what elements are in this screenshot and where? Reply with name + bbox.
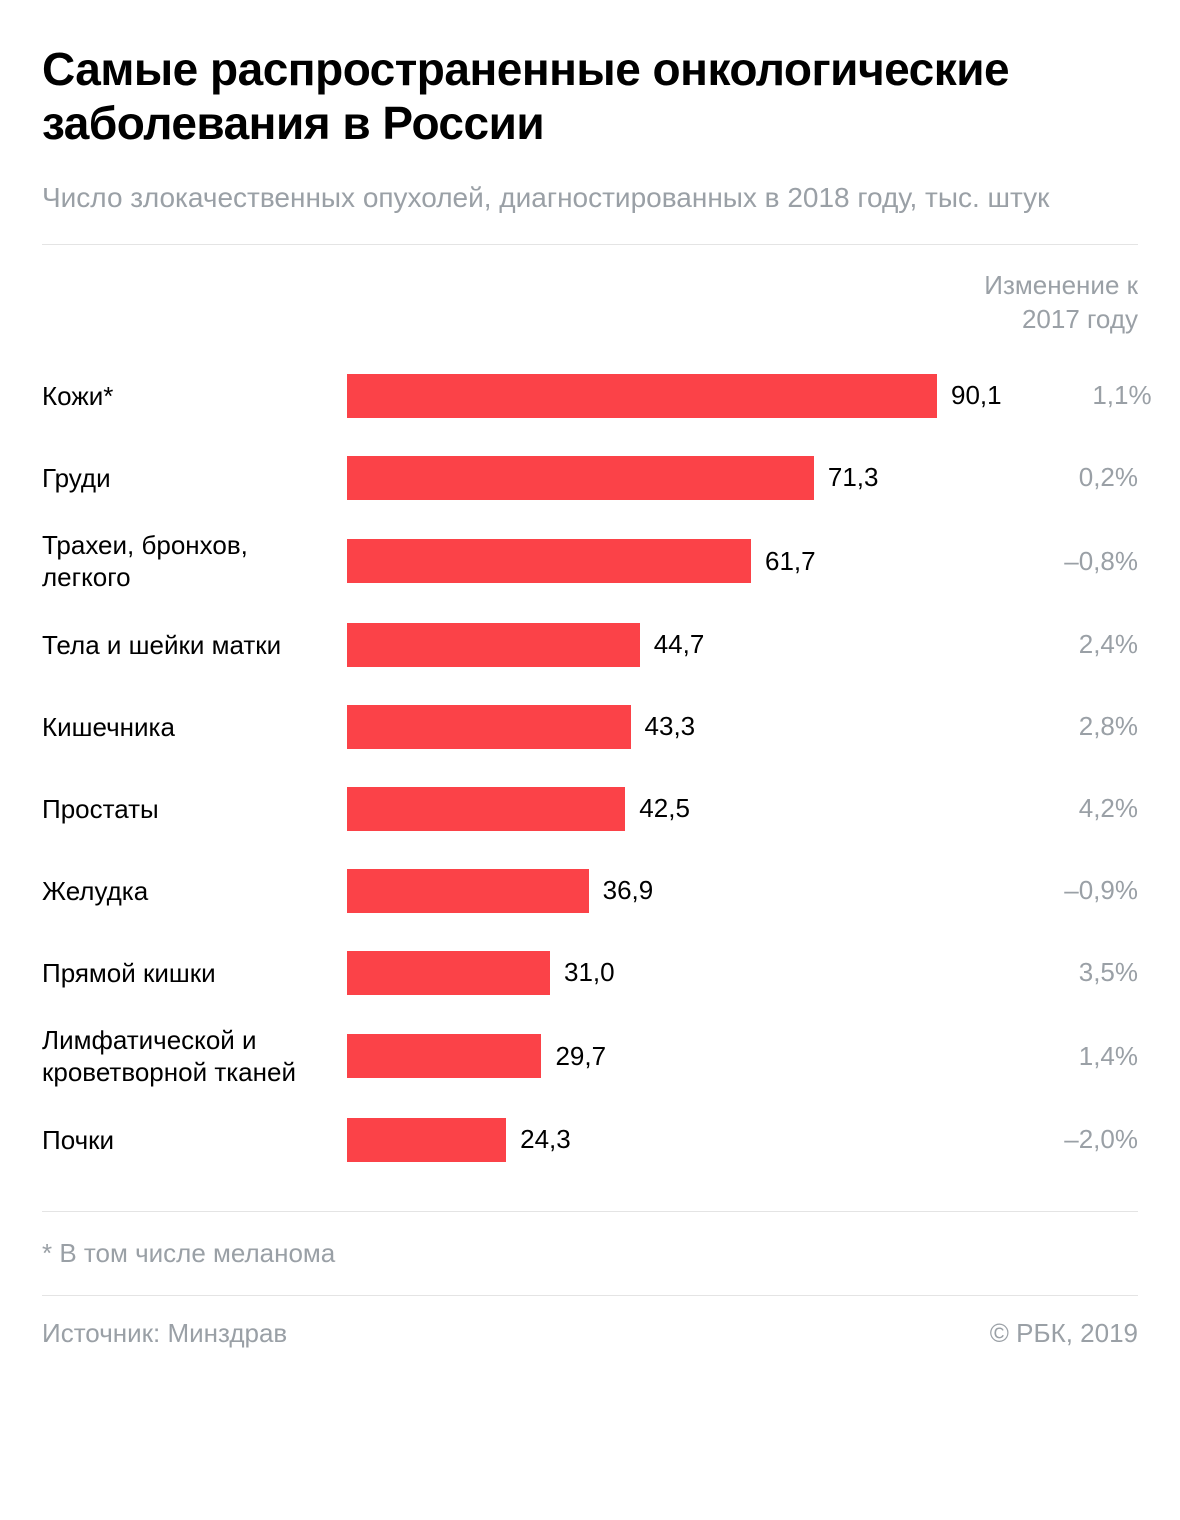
page-subtitle: Число злокачественных опухолей, диагност… (42, 179, 1138, 217)
bar-value: 36,9 (603, 875, 654, 906)
chart-row: Тела и шейки матки 44,7 2,4% (42, 604, 1138, 686)
copyright-text: © РБК, 2019 (990, 1318, 1138, 1349)
chart-row: Прямой кишки 31,0 3,5% (42, 932, 1138, 1014)
bar-area: 43,3 (347, 705, 988, 749)
change-value: 1,1% (1002, 380, 1152, 411)
bar (347, 456, 814, 500)
bar-value: 71,3 (828, 462, 879, 493)
bar (347, 1118, 506, 1162)
bar-area: 44,7 (347, 623, 988, 667)
row-label: Простаты (42, 793, 347, 826)
row-label: Трахеи, бронхов, легкого (42, 529, 347, 594)
bar-value: 90,1 (951, 380, 1002, 411)
bar-value: 44,7 (654, 629, 705, 660)
footer: Источник: Минздрав © РБК, 2019 (42, 1296, 1138, 1349)
change-value: –2,0% (988, 1124, 1138, 1155)
bar (347, 539, 751, 583)
change-value: –0,9% (988, 875, 1138, 906)
footnote: * В том числе меланома (42, 1212, 1138, 1295)
bar (347, 1034, 541, 1078)
change-value: 1,4% (988, 1041, 1138, 1072)
bar-value: 24,3 (520, 1124, 571, 1155)
bar-area: 36,9 (347, 869, 988, 913)
bar-area: 71,3 (347, 456, 988, 500)
row-label: Желудка (42, 875, 347, 908)
bar (347, 869, 589, 913)
chart-row: Трахеи, бронхов, легкого 61,7 –0,8% (42, 519, 1138, 604)
bar-area: 42,5 (347, 787, 988, 831)
row-label: Груди (42, 462, 347, 495)
change-value: 3,5% (988, 957, 1138, 988)
bar-value: 61,7 (765, 546, 816, 577)
change-value: 2,8% (988, 711, 1138, 742)
row-label: Почки (42, 1124, 347, 1157)
source-text: Источник: Минздрав (42, 1318, 287, 1349)
bar-value: 29,7 (555, 1041, 606, 1072)
change-value: 4,2% (988, 793, 1138, 824)
change-header: Изменение к 2017 году (948, 269, 1138, 337)
row-label: Кожи* (42, 380, 347, 413)
row-label: Кишечника (42, 711, 347, 744)
chart-row: Лимфатической и кроветворной тканей 29,7 1… (42, 1014, 1138, 1099)
change-value: –0,8% (988, 546, 1138, 577)
bar (347, 374, 937, 418)
row-label: Лимфатической и кроветворной тканей (42, 1024, 347, 1089)
bar (347, 787, 625, 831)
bar-area: 24,3 (347, 1118, 988, 1162)
row-label: Тела и шейки матки (42, 629, 347, 662)
change-value: 0,2% (988, 462, 1138, 493)
bar-value: 42,5 (639, 793, 690, 824)
change-value: 2,4% (988, 629, 1138, 660)
page-title: Самые распространенные онкологические за… (42, 42, 1138, 151)
bar-chart: Кожи*90,11,1%Груди71,30,2%Трахеи, бронхо… (42, 355, 1138, 1211)
chart-row: Кишечника 43,3 2,8% (42, 686, 1138, 768)
bar (347, 951, 550, 995)
chart-row: Кожи*90,11,1% (42, 355, 1138, 437)
bar-area: 61,7 (347, 539, 988, 583)
chart-row: Почки 24,3 –2,0% (42, 1099, 1138, 1181)
chart-row: Груди 71,3 0,2% (42, 437, 1138, 519)
bar (347, 623, 640, 667)
bar-area: 29,7 (347, 1034, 988, 1078)
row-label: Прямой кишки (42, 957, 347, 990)
chart-row: Простаты 42,5 4,2% (42, 768, 1138, 850)
change-header-row: Изменение к 2017 году (42, 245, 1138, 355)
bar-value: 31,0 (564, 957, 615, 988)
chart-row: Желудка 36,9 –0,9% (42, 850, 1138, 932)
bar-area: 90,1 (347, 374, 1002, 418)
bar-area: 31,0 (347, 951, 988, 995)
bar (347, 705, 631, 749)
bar-value: 43,3 (645, 711, 696, 742)
